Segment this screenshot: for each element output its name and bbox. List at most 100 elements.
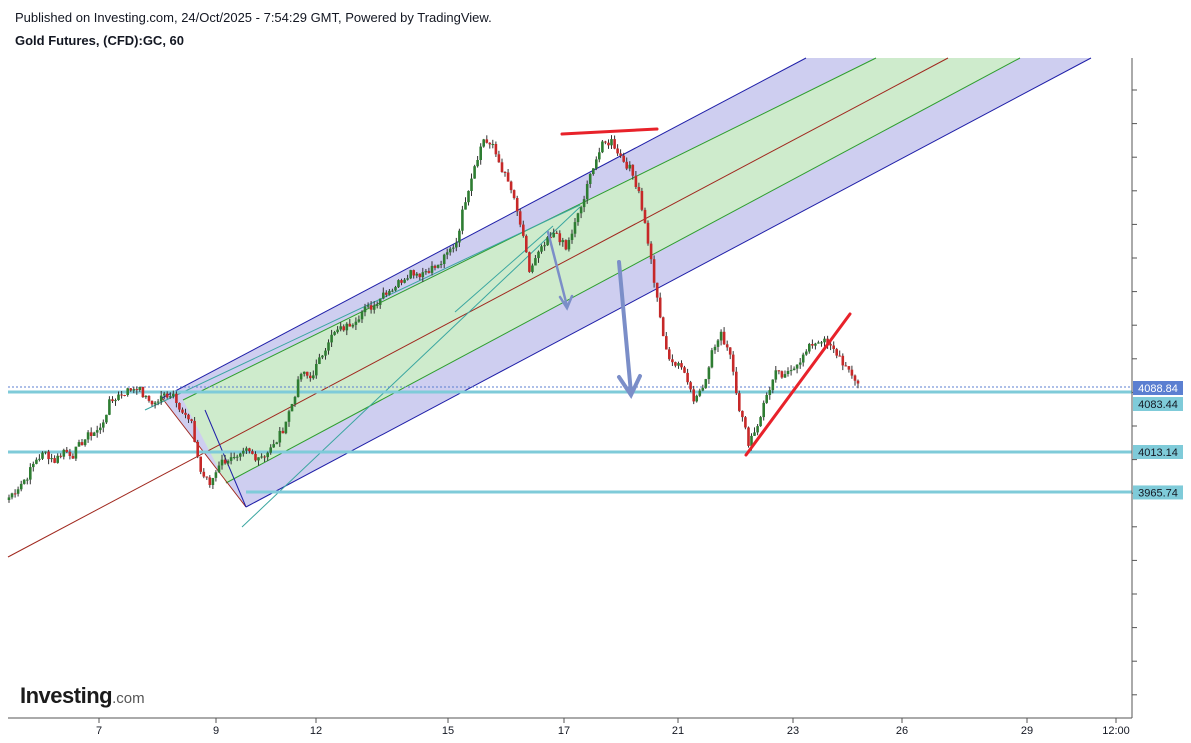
candle-body bbox=[695, 395, 698, 402]
candle-body bbox=[823, 338, 826, 343]
candle-body bbox=[482, 139, 485, 147]
candle-body bbox=[150, 400, 154, 405]
candle-body bbox=[777, 370, 781, 372]
candle-body bbox=[829, 344, 832, 346]
candle-body bbox=[299, 374, 303, 380]
teal-trend-lines bbox=[144, 204, 581, 528]
candle-body bbox=[738, 393, 741, 411]
candle-body bbox=[199, 456, 202, 472]
candle-body bbox=[698, 390, 702, 396]
candle-body bbox=[604, 141, 607, 143]
candle-body bbox=[558, 233, 562, 243]
candle-body bbox=[123, 395, 126, 396]
teal-trendline-1 bbox=[144, 204, 581, 411]
candle-body bbox=[445, 252, 449, 255]
candle-body bbox=[193, 420, 196, 442]
candle-body bbox=[22, 479, 26, 484]
candle-body bbox=[223, 459, 227, 464]
candle-body bbox=[582, 199, 586, 208]
candle-body bbox=[832, 345, 835, 349]
arrows bbox=[546, 230, 642, 400]
candle-body bbox=[53, 458, 56, 463]
channel-lower-line bbox=[245, 57, 1092, 508]
candle-body bbox=[251, 451, 254, 454]
candle-body bbox=[324, 350, 327, 356]
candle-body bbox=[169, 396, 172, 398]
candle-body bbox=[820, 342, 823, 344]
candle-body bbox=[278, 430, 282, 443]
candle-body bbox=[525, 235, 528, 253]
candle-body bbox=[850, 369, 854, 376]
price-tag-bg bbox=[1133, 381, 1183, 395]
candle-body bbox=[537, 251, 540, 259]
candle-body bbox=[114, 400, 117, 402]
candle-body bbox=[187, 414, 190, 420]
candle-body bbox=[409, 270, 412, 279]
candle-body bbox=[208, 477, 212, 485]
candle-body bbox=[546, 237, 549, 246]
candle-body bbox=[442, 254, 446, 264]
x-tick-label: 26 bbox=[896, 725, 908, 737]
candle-body bbox=[515, 198, 519, 212]
candle-body bbox=[652, 259, 656, 283]
candle-body bbox=[205, 476, 209, 478]
candle-body bbox=[321, 355, 324, 358]
candle-body bbox=[470, 178, 473, 191]
candle-body bbox=[156, 401, 160, 403]
candle-body bbox=[856, 380, 860, 384]
candle-body bbox=[351, 324, 355, 327]
candle-body bbox=[181, 409, 184, 413]
candle-body bbox=[792, 368, 796, 371]
candle-body bbox=[646, 222, 650, 244]
candle-body bbox=[281, 430, 285, 434]
candle-body bbox=[269, 447, 272, 453]
candle-body bbox=[184, 412, 187, 415]
x-tick-label: 23 bbox=[787, 725, 799, 737]
candle-body bbox=[692, 389, 695, 402]
candle-body bbox=[555, 232, 558, 234]
candle-body bbox=[41, 452, 44, 459]
candle-body bbox=[16, 489, 20, 494]
candle-body bbox=[579, 207, 583, 214]
candle-body bbox=[394, 287, 397, 291]
published-info: Published on Investing.com, 24/Oct/2025 … bbox=[15, 10, 492, 25]
candle-body bbox=[841, 355, 845, 366]
candle-body bbox=[467, 190, 470, 203]
candle-body bbox=[503, 172, 507, 173]
candle-body bbox=[619, 153, 622, 156]
candle-body bbox=[418, 273, 422, 278]
candle-body bbox=[455, 242, 458, 248]
candle-body bbox=[44, 451, 47, 453]
candle-body bbox=[138, 387, 142, 390]
x-axis-ticks: 7 9 12 15 17 21 23 26 29 12:00 bbox=[96, 718, 1130, 737]
candle-body bbox=[762, 402, 765, 418]
candle-body bbox=[248, 448, 251, 452]
channel-inner-lower-line bbox=[225, 57, 1021, 484]
candle-body bbox=[382, 292, 385, 299]
candle-body bbox=[744, 417, 747, 428]
candle-body bbox=[561, 240, 565, 243]
candle-body bbox=[436, 264, 440, 268]
price-tag-label: 4083.44 bbox=[1138, 399, 1178, 411]
candle-body bbox=[601, 141, 604, 153]
candle-body bbox=[38, 458, 41, 460]
candle-body bbox=[336, 329, 339, 333]
x-tick-label: 21 bbox=[672, 725, 684, 737]
candle-body bbox=[47, 451, 50, 460]
candle-body bbox=[220, 459, 224, 466]
candle-body bbox=[242, 450, 245, 454]
candle-body bbox=[92, 432, 96, 436]
candle-body bbox=[172, 393, 175, 397]
candle-body bbox=[59, 455, 62, 457]
candle-body bbox=[570, 233, 574, 240]
candle-body bbox=[135, 389, 139, 391]
candle-body bbox=[759, 417, 762, 427]
candle-body bbox=[312, 375, 315, 379]
candle-body bbox=[126, 388, 129, 395]
candle-body bbox=[439, 264, 443, 265]
candle-body bbox=[716, 340, 720, 347]
candle-body bbox=[339, 326, 342, 330]
candle-body bbox=[847, 366, 851, 370]
candle-body bbox=[814, 343, 817, 346]
